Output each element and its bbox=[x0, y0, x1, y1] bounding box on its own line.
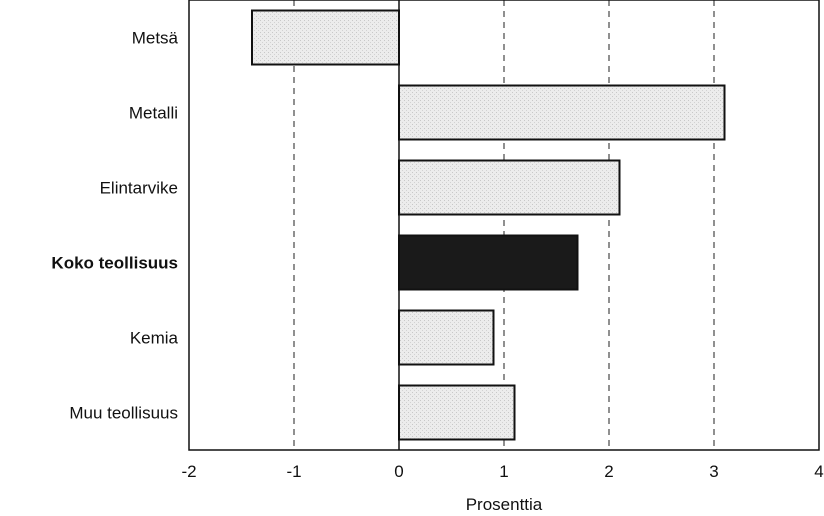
x-tick-label: -1 bbox=[286, 462, 301, 481]
bars bbox=[251, 9, 726, 441]
bar bbox=[398, 309, 495, 366]
grid-lines bbox=[293, 0, 820, 450]
bar bbox=[251, 9, 400, 66]
category-label: Elintarvike bbox=[100, 179, 178, 198]
bar bbox=[398, 84, 726, 141]
category-label: Koko teollisuus bbox=[51, 254, 178, 273]
x-tick-label: 4 bbox=[814, 462, 823, 481]
x-tick-label: 3 bbox=[709, 462, 718, 481]
x-tick-label: 2 bbox=[604, 462, 613, 481]
category-labels: Metsä Metalli Elintarvike Koko teollisuus Ke… bbox=[51, 29, 178, 423]
x-tick-label: 0 bbox=[394, 462, 403, 481]
bar bbox=[398, 234, 579, 291]
x-tick-labels: -2 -1 0 1 2 3 4 bbox=[181, 462, 823, 481]
x-tick-label: -2 bbox=[181, 462, 196, 481]
plot-frame bbox=[188, 0, 820, 451]
x-tick-label: 1 bbox=[499, 462, 508, 481]
bar bbox=[398, 384, 516, 441]
category-label: Metalli bbox=[129, 104, 178, 123]
category-label: Kemia bbox=[130, 329, 179, 348]
bar bbox=[398, 159, 621, 216]
category-label: Metsä bbox=[132, 29, 179, 48]
category-label: Muu teollisuus bbox=[69, 404, 178, 423]
x-axis-label: Prosenttia bbox=[466, 495, 543, 514]
